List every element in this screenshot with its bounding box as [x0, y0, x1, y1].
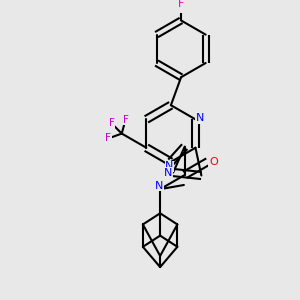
- Text: N: N: [196, 113, 204, 124]
- Text: F: F: [122, 115, 128, 125]
- Text: N: N: [164, 167, 172, 178]
- Text: F: F: [109, 118, 115, 128]
- Text: F: F: [178, 0, 184, 9]
- Text: N: N: [165, 161, 174, 171]
- Text: N: N: [155, 181, 164, 190]
- Text: O: O: [209, 157, 218, 166]
- Text: F: F: [105, 134, 111, 143]
